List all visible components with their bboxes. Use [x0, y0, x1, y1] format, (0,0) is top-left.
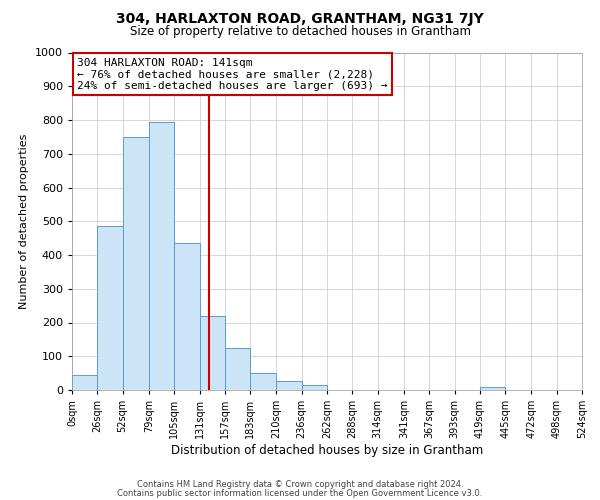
X-axis label: Distribution of detached houses by size in Grantham: Distribution of detached houses by size …: [171, 444, 483, 457]
Bar: [174, 243, 200, 390]
Text: 304 HARLAXTON ROAD: 141sqm
← 76% of detached houses are smaller (2,228)
24% of s: 304 HARLAXTON ROAD: 141sqm ← 76% of deta…: [77, 58, 388, 91]
Bar: [149, 122, 174, 390]
Bar: [250, 373, 277, 390]
Text: Contains HM Land Registry data © Crown copyright and database right 2024.: Contains HM Land Registry data © Crown c…: [137, 480, 463, 489]
Bar: [122, 137, 149, 390]
Bar: [97, 226, 122, 390]
Text: 304, HARLAXTON ROAD, GRANTHAM, NG31 7JY: 304, HARLAXTON ROAD, GRANTHAM, NG31 7JY: [116, 12, 484, 26]
Bar: [199, 316, 225, 390]
Text: Size of property relative to detached houses in Grantham: Size of property relative to detached ho…: [130, 25, 470, 38]
Y-axis label: Number of detached properties: Number of detached properties: [19, 134, 29, 309]
Bar: [72, 375, 97, 390]
Bar: [480, 388, 505, 390]
Bar: [277, 380, 302, 390]
Bar: [225, 348, 250, 390]
Bar: [302, 385, 327, 390]
Text: Contains public sector information licensed under the Open Government Licence v3: Contains public sector information licen…: [118, 488, 482, 498]
